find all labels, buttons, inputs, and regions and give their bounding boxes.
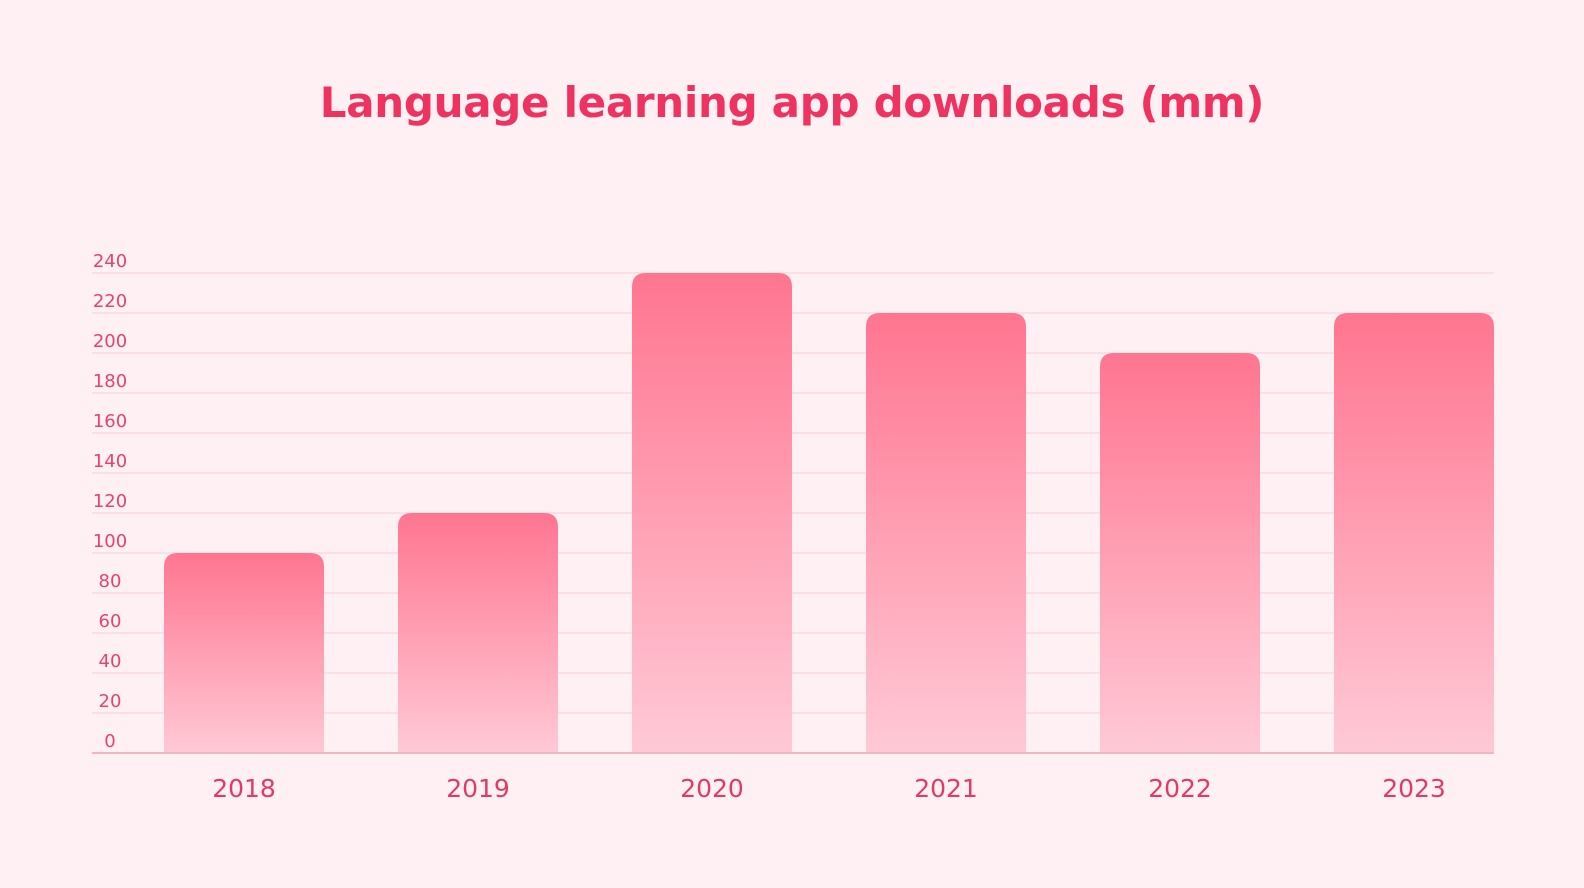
bar-2022 — [1100, 353, 1260, 753]
chart-title: Language learning app downloads (mm) — [319, 78, 1265, 127]
y-tick-label: 40 — [99, 651, 122, 672]
bar-2021 — [866, 313, 1026, 753]
y-tick-label: 240 — [93, 251, 127, 272]
y-tick-label: 0 — [104, 731, 115, 752]
y-tick-label: 100 — [93, 531, 127, 552]
bar-2020 — [632, 273, 792, 753]
y-axis-ticks: 0 20 40 60 80 100 120 140 160 180 200 220 240 — [93, 251, 127, 752]
y-tick-label: 160 — [93, 411, 127, 432]
bar-2023 — [1334, 313, 1494, 753]
y-tick-label: 140 — [93, 451, 127, 472]
y-tick-label: 20 — [99, 691, 122, 712]
x-tick-label: 2020 — [680, 774, 744, 803]
x-tick-label: 2021 — [914, 774, 978, 803]
y-tick-label: 180 — [93, 371, 127, 392]
x-axis-ticks: 2018 2019 2020 2021 2022 2023 — [212, 774, 1446, 803]
y-tick-label: 60 — [99, 611, 122, 632]
x-tick-label: 2023 — [1382, 774, 1446, 803]
y-tick-label: 200 — [93, 331, 127, 352]
y-tick-label: 120 — [93, 491, 127, 512]
x-tick-label: 2019 — [446, 774, 510, 803]
bars — [164, 273, 1494, 753]
y-tick-label: 80 — [99, 571, 122, 592]
x-tick-label: 2018 — [212, 774, 276, 803]
x-tick-label: 2022 — [1148, 774, 1212, 803]
y-tick-label: 220 — [93, 291, 127, 312]
bar-2018 — [164, 553, 324, 753]
gridlines — [92, 272, 1494, 714]
bar-2019 — [398, 513, 558, 753]
